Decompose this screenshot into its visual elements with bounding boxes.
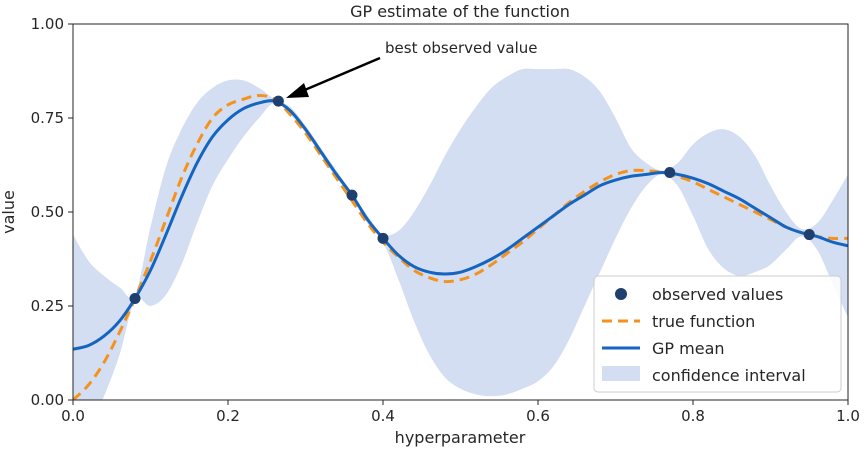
observed-point (272, 95, 284, 107)
annotation-arrowhead (286, 83, 309, 98)
y-tick-label: 0.00 (31, 391, 64, 409)
x-axis-ticks: 0.0 0.2 0.4 0.6 0.8 1.0 (61, 400, 860, 425)
annotation-text: best observed value (385, 39, 538, 57)
observed-point (664, 167, 676, 179)
chart-title: GP estimate of the function (350, 2, 570, 21)
y-tick-label: 0.25 (31, 297, 64, 315)
observed-point (377, 232, 389, 244)
x-axis-label: hyperparameter (395, 428, 526, 447)
x-tick-label: 0.4 (371, 407, 395, 425)
y-tick-label: 0.75 (31, 109, 64, 127)
legend-observed-label: observed values (652, 285, 783, 304)
observed-point (129, 292, 141, 304)
observed-point (803, 229, 815, 241)
legend-gp-mean-label: GP mean (652, 339, 725, 358)
y-axis-ticks: 0.00 0.25 0.50 0.75 1.00 (31, 15, 73, 409)
legend-confidence-swatch (602, 366, 640, 381)
legend-confidence-label: confidence interval (652, 366, 806, 385)
annotation: best observed value (286, 39, 538, 98)
legend-observed-marker (615, 288, 627, 300)
confidence-interval-band (73, 68, 848, 400)
x-tick-label: 0.2 (216, 407, 240, 425)
x-tick-label: 0.6 (526, 407, 550, 425)
observed-point (346, 189, 358, 201)
true-function-line (73, 93, 848, 400)
observed-points (129, 95, 815, 304)
legend-true-function-label: true function (652, 312, 755, 331)
x-tick-label: 0.0 (61, 407, 85, 425)
gp-mean-line (73, 99, 848, 351)
legend-box (593, 275, 842, 393)
y-axis-label: value (0, 190, 18, 234)
annotation-arrow-line (299, 56, 381, 94)
x-tick-label: 1.0 (836, 407, 860, 425)
y-tick-label: 0.50 (31, 203, 64, 221)
legend: observed values true function GP mean co… (593, 275, 842, 393)
y-tick-label: 1.00 (31, 15, 64, 33)
plot-area (73, 68, 848, 400)
x-tick-label: 0.8 (681, 407, 705, 425)
